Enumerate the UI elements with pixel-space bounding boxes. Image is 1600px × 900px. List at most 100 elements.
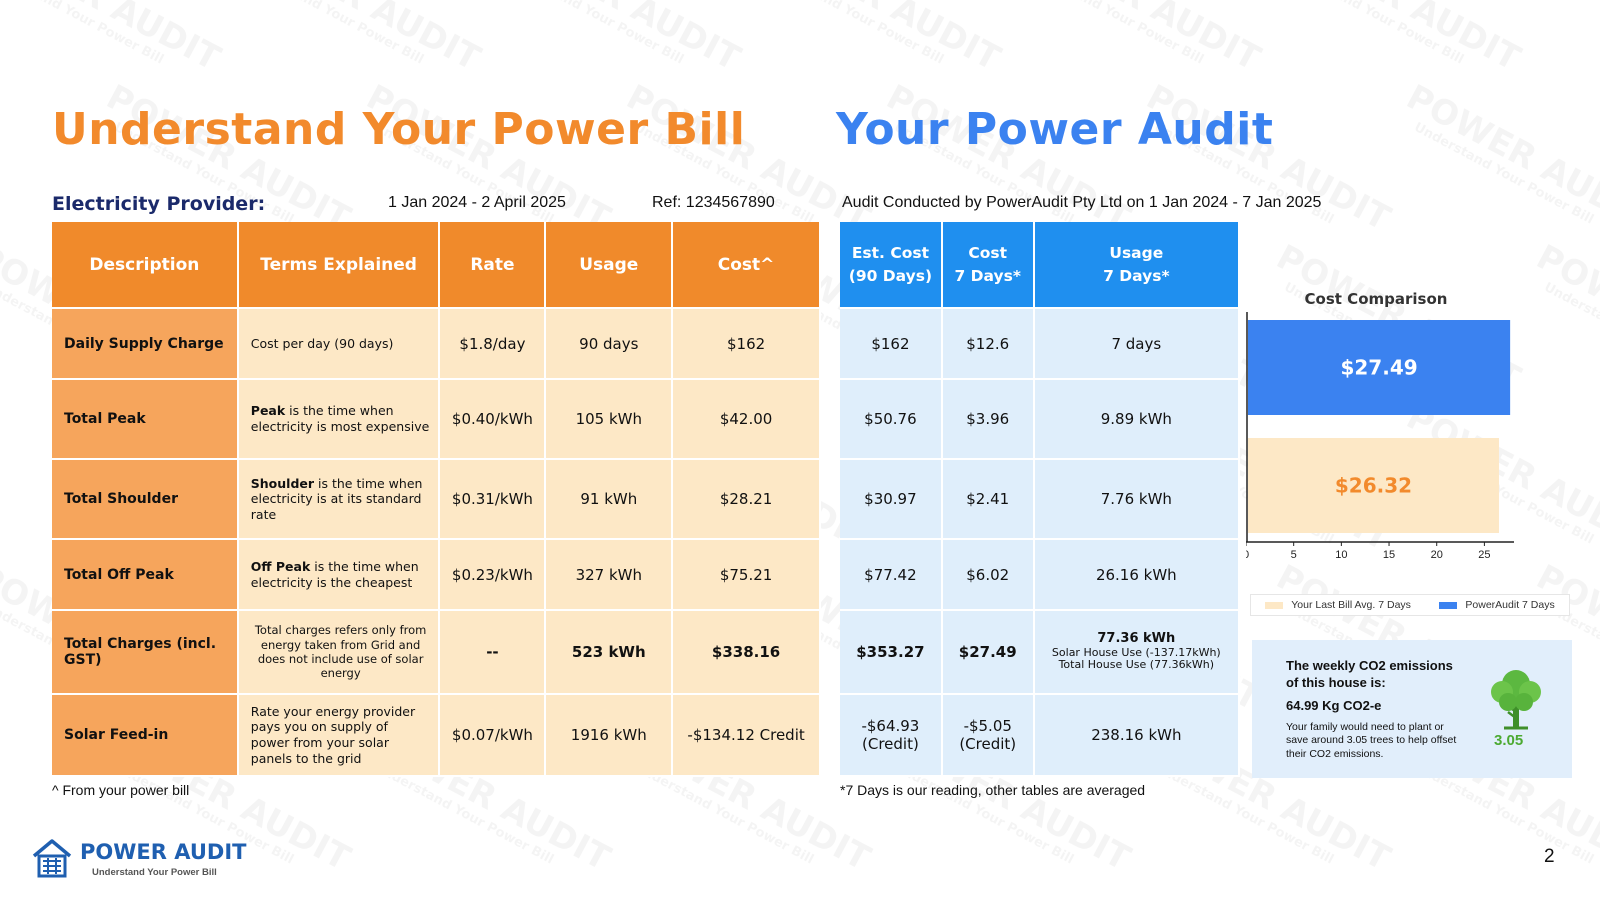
row-cost: $42.00 [672, 379, 820, 459]
x-tick-label: 25 [1478, 549, 1490, 561]
tree-icon [1488, 666, 1544, 732]
row-cost: -$134.12 Credit [672, 694, 820, 776]
value-line: -$64.93 [861, 717, 919, 735]
row-description: Total Off Peak [52, 539, 238, 610]
row-usage-7days: 77.36 kWh Solar House Use (-137.17kWh) Tot… [1034, 610, 1239, 694]
co2-heading: The weekly CO2 emissions of this house i… [1286, 658, 1466, 692]
col-usage: Usage [545, 222, 672, 308]
row-est-cost: $353.27 [840, 610, 942, 694]
table-row: Total Shoulder Shoulder is the time when… [52, 459, 820, 539]
row-rate: $0.07/kWh [439, 694, 545, 776]
row-description: Total Peak [52, 379, 238, 459]
bill-period: 1 Jan 2024 - 2 April 2025 [388, 194, 566, 212]
usage-total: 77.36 kWh [1035, 632, 1238, 647]
header-line: (90 Days) [849, 267, 932, 285]
row-cost-7days: $6.02 [942, 539, 1034, 610]
row-rate: $0.31/kWh [439, 459, 545, 539]
bar-value-label: $27.49 [1340, 356, 1417, 380]
header-line: Usage [1109, 244, 1163, 262]
header-line: Cost [968, 244, 1007, 262]
row-usage: 327 kWh [545, 539, 672, 610]
legend-label: PowerAudit 7 Days [1465, 599, 1554, 611]
row-est-cost: $30.97 [840, 459, 942, 539]
page-number: 2 [1544, 846, 1555, 868]
terms-term: Off Peak [251, 559, 311, 574]
legend-item-last-bill: Your Last Bill Avg. 7 Days [1265, 599, 1411, 611]
provider-label: Electricity Provider: [52, 193, 265, 215]
table-row: -$64.93 (Credit) -$5.05 (Credit) 238.16 kW… [840, 694, 1239, 776]
row-rate: $0.40/kWh [439, 379, 545, 459]
table-row: Total Charges (incl. GST) Total charges … [52, 610, 820, 694]
legend-label: Your Last Bill Avg. 7 Days [1291, 599, 1411, 611]
row-cost: $28.21 [672, 459, 820, 539]
header-line: 7 Days* [955, 267, 1021, 285]
row-cost: $75.21 [672, 539, 820, 610]
row-est-cost: $77.42 [840, 539, 942, 610]
row-usage-7days: 238.16 kWh [1034, 694, 1239, 776]
row-description: Total Charges (incl. GST) [52, 610, 238, 694]
col-terms: Terms Explained [238, 222, 440, 308]
logo-tagline: Understand Your Power Bill [92, 867, 217, 878]
row-usage: 1916 kWh [545, 694, 672, 776]
table-row: Daily Supply Charge Cost per day (90 day… [52, 308, 820, 379]
audit-table: Est. Cost (90 Days) Cost 7 Days* Usage 7 Da… [840, 222, 1240, 777]
footnote-audit: *7 Days is our reading, other tables are… [840, 782, 1145, 798]
x-tick-label: 5 [1291, 549, 1297, 561]
table-row: $353.27 $27.49 77.36 kWh Solar House Use … [840, 610, 1239, 694]
terms-text: Rate your energy provider pays you on su… [251, 704, 415, 766]
value-line: (Credit) [862, 735, 919, 753]
row-cost-7days: $27.49 [942, 610, 1034, 694]
row-terms: Total charges refers only from energy ta… [238, 610, 440, 694]
row-terms: Cost per day (90 days) [238, 308, 440, 379]
col-cost-7days: Cost 7 Days* [942, 222, 1034, 308]
row-est-cost: -$64.93 (Credit) [840, 694, 942, 776]
terms-term: Shoulder [251, 476, 314, 491]
col-cost: Cost^ [672, 222, 820, 308]
col-rate: Rate [439, 222, 545, 308]
row-terms: Off Peak is the time when electricity is… [238, 539, 440, 610]
row-description: Solar Feed-in [52, 694, 238, 776]
table-row: $50.76 $3.96 9.89 kWh [840, 379, 1239, 459]
row-cost-7days: $12.6 [942, 308, 1034, 379]
row-terms: Peak is the time when electricity is mos… [238, 379, 440, 459]
bill-table-header: Description Terms Explained Rate Usage C… [52, 222, 820, 308]
table-row: Solar Feed-in Rate your energy provider … [52, 694, 820, 776]
terms-text: Total charges refers only from energy ta… [255, 623, 427, 680]
row-usage-7days: 7.76 kWh [1034, 459, 1239, 539]
row-cost-7days: -$5.05 (Credit) [942, 694, 1034, 776]
usage-solar-line: Solar House Use (-137.17kWh) [1052, 646, 1221, 659]
row-est-cost: $50.76 [840, 379, 942, 459]
page-title-bill: Understand Your Power Bill [52, 104, 745, 155]
row-usage-7days: 9.89 kWh [1034, 379, 1239, 459]
row-usage: 91 kWh [545, 459, 672, 539]
legend-swatch [1265, 602, 1283, 609]
table-row: $30.97 $2.41 7.76 kWh [840, 459, 1239, 539]
page-title-audit: Your Power Audit [836, 104, 1273, 155]
table-row: $77.42 $6.02 26.16 kWh [840, 539, 1239, 610]
row-cost: $162 [672, 308, 820, 379]
x-tick-label: 15 [1383, 549, 1395, 561]
table-row: Total Peak Peak is the time when electri… [52, 379, 820, 459]
audit-conducted-text: Audit Conducted by PowerAudit Pty Ltd on… [842, 194, 1321, 212]
row-rate: $1.8/day [439, 308, 545, 379]
x-tick-label: 0 [1246, 549, 1249, 561]
row-description: Total Shoulder [52, 459, 238, 539]
row-rate: -- [439, 610, 545, 694]
value-line: (Credit) [959, 735, 1016, 753]
table-row: Total Off Peak Off Peak is the time when… [52, 539, 820, 610]
usage-house-line: Total House Use (77.36kWh) [1059, 658, 1215, 671]
header-line: 7 Days* [1103, 267, 1169, 285]
table-row: $162 $12.6 7 days [840, 308, 1239, 379]
col-usage-7days: Usage 7 Days* [1034, 222, 1239, 308]
audit-table-header: Est. Cost (90 Days) Cost 7 Days* Usage 7 Da… [840, 222, 1239, 308]
row-description: Daily Supply Charge [52, 308, 238, 379]
watermark-tile: POWER AUDITUnderstand Your Power Bill [484, 0, 745, 89]
terms-term: Peak [251, 403, 285, 418]
co2-card: The weekly CO2 emissions of this house i… [1252, 640, 1572, 778]
row-cost-7days: $2.41 [942, 459, 1034, 539]
